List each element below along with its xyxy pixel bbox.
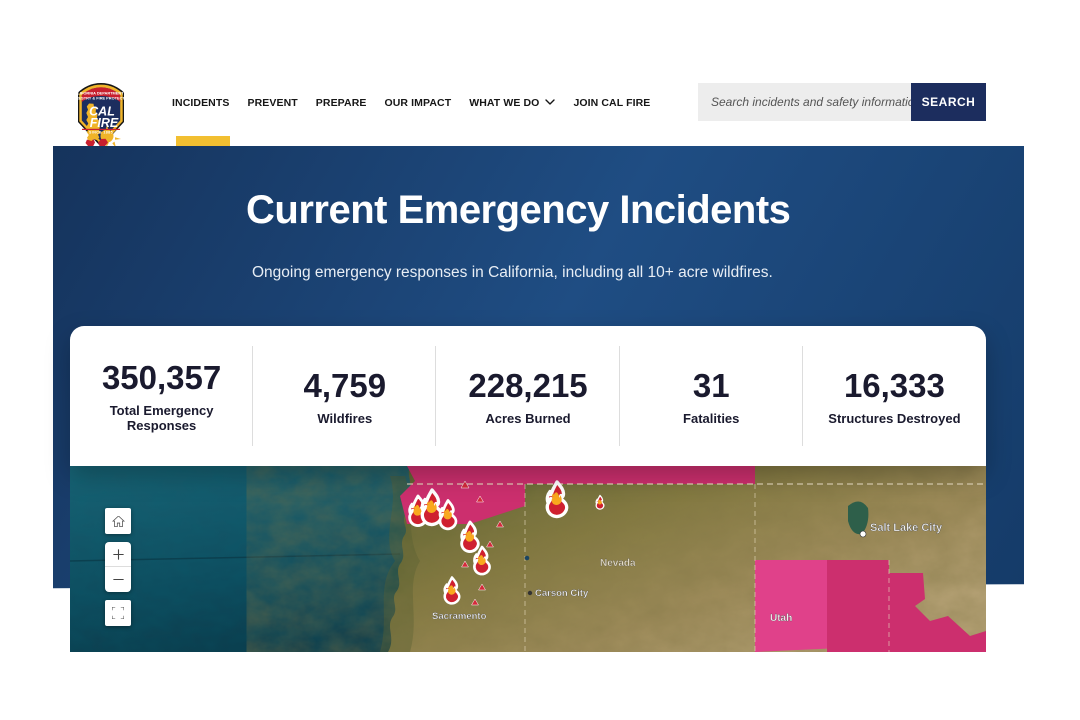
svg-text:Salt Lake City: Salt Lake City: [870, 522, 943, 534]
svg-text:FIRE: FIRE: [90, 116, 119, 130]
svg-text:SINCE 1885: SINCE 1885: [89, 131, 113, 135]
svg-text:FORESTRY & FIRE PROTECTION: FORESTRY & FIRE PROTECTION: [70, 95, 132, 100]
svg-text:Nevada: Nevada: [600, 558, 636, 569]
svg-text:Sacramento: Sacramento: [432, 611, 487, 622]
svg-text:Carson City: Carson City: [535, 588, 589, 599]
svg-text:Utah: Utah: [770, 613, 792, 624]
